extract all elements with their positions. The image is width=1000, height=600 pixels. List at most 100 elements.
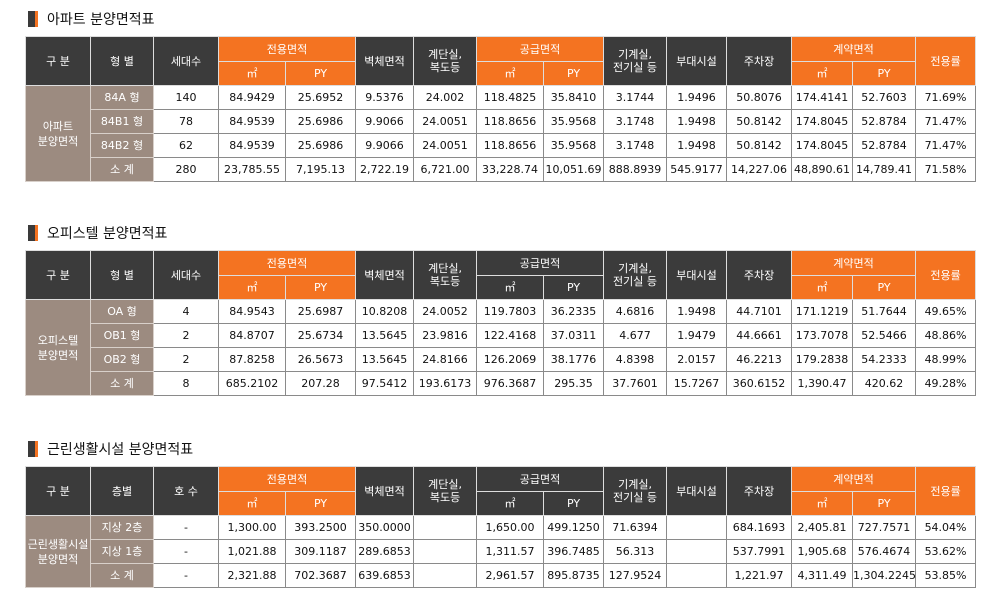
data-row: 근린생활시설 분양면적 지상 2층 -1,300.00 393.2500 350.000… (25, 515, 977, 588)
cell: 6,721.00 (413, 157, 478, 182)
cell: 309.1187 (284, 539, 357, 564)
cell: 33,228.74 (476, 157, 545, 182)
cell: 9.5376 (355, 85, 415, 110)
cell: 13.5645 (355, 347, 415, 372)
cell: 1.9498 (666, 299, 728, 324)
cell: 14,227.06 (726, 157, 793, 182)
data-row: OB2 형 2 87.8258 26.5673 13.5645 24.8166 126.20… (26, 347, 977, 372)
column-header: 전용률 (915, 466, 977, 516)
data-row: 소 계 280 23,785.55 7,195.13 2,722.19 6,721.00 3… (26, 157, 977, 182)
cell: 49.65% (915, 299, 977, 324)
cell (666, 539, 728, 564)
cell: 179.2838 (791, 347, 854, 372)
cell: 4,311.49 (791, 563, 854, 588)
data-row: 아파트 분양면적 84A 형 140 84.9429 25.6952 9.5376 24.0… (25, 85, 977, 182)
cell: 289.6853 (355, 539, 415, 564)
cell: 15.7267 (666, 371, 728, 396)
cell: 78 (153, 109, 219, 134)
header-subrow: ㎡ PY ㎡ PY ㎡ PY (26, 61, 976, 86)
cell: 7,195.13 (284, 157, 357, 182)
cell: 888.8939 (603, 157, 668, 182)
cell: 53.62% (915, 539, 977, 564)
cell: 24.002 (413, 85, 478, 110)
column-subheader: PY (284, 275, 357, 300)
cell: 420.62 (852, 371, 917, 396)
cell: 4.6816 (603, 299, 668, 324)
cell: 84.9539 (218, 109, 286, 134)
cell: 48.86% (915, 323, 977, 348)
cell: 895.8735 (543, 563, 605, 588)
cell: 1.9479 (666, 323, 728, 348)
cell: 4.677 (603, 323, 668, 348)
group-label: 아파트 분양면적 (25, 85, 91, 182)
cell: 118.4825 (476, 85, 545, 110)
column-header: 형 별 (90, 250, 154, 300)
cell: 1,390.47 (791, 371, 854, 396)
cell: 84.9429 (218, 85, 286, 110)
column-subheader: ㎡ (791, 275, 854, 300)
cell: 1,905.68 (791, 539, 854, 564)
row-type: OA 형 (90, 299, 154, 324)
column-subheader: ㎡ (218, 275, 286, 300)
cell: 702.3687 (284, 563, 357, 588)
cell: 54.04% (915, 515, 977, 540)
cell: 171.1219 (791, 299, 854, 324)
cell: 25.6987 (284, 299, 357, 324)
column-header: 주차장 (726, 36, 793, 86)
cell (666, 515, 728, 540)
column-header: 전용률 (915, 36, 977, 86)
cell (413, 515, 478, 540)
cell: 25.6986 (284, 109, 357, 134)
cell: 280 (153, 157, 219, 182)
cell: 396.7485 (543, 539, 605, 564)
column-header: 벽체면적 (355, 36, 415, 86)
cell: 49.28% (915, 371, 977, 396)
row-type: 소 계 (90, 157, 154, 182)
cell: 976.3687 (476, 371, 545, 396)
column-header: 공급면적 (476, 250, 605, 276)
cell: 56.313 (603, 539, 668, 564)
row-type: 지상 2층 (90, 515, 154, 540)
cell: 2,321.88 (218, 563, 286, 588)
column-header: 전용면적 (217, 36, 357, 62)
cell: 23,785.55 (218, 157, 286, 182)
cell: 24.0051 (413, 133, 478, 158)
cell: 84.9539 (218, 133, 286, 158)
column-header: 기계실, 전기실 등 (603, 250, 668, 300)
cell: 37.0311 (543, 323, 605, 348)
group-label: 근린생활시설 분양면적 (25, 515, 91, 588)
cell: 54.2333 (852, 347, 917, 372)
cell: 2,405.81 (791, 515, 854, 540)
row-type: 84B2 형 (90, 133, 154, 158)
cell: 50.8142 (726, 109, 793, 134)
column-header: 벽체면적 (355, 466, 415, 516)
cell: 10.8208 (355, 299, 415, 324)
cell: 48,890.61 (791, 157, 854, 182)
cell: - (153, 515, 219, 540)
cell: 1.9498 (666, 133, 728, 158)
cell: 37.7601 (603, 371, 668, 396)
cell: 140 (153, 85, 219, 110)
cell: 295.35 (543, 371, 605, 396)
column-header: 기계실, 전기실 등 (603, 36, 668, 86)
column-header: 구 분 (25, 250, 91, 300)
column-header: 계약면적 (791, 250, 917, 276)
cell: 26.5673 (284, 347, 357, 372)
column-subheader: PY (543, 275, 605, 300)
cell: 174.4141 (791, 85, 854, 110)
cell: 84.8707 (218, 323, 286, 348)
cell: 24.0052 (413, 299, 478, 324)
cell: 727.7571 (852, 515, 917, 540)
title-text: 근린생활시설 분양면적표 (47, 442, 194, 458)
cell: - (153, 539, 219, 564)
column-subheader: PY (284, 61, 357, 86)
data-row: 소 계 8 685.2102 207.28 97.5412 193.6173 976.368… (26, 371, 977, 396)
column-header: 주차장 (726, 250, 793, 300)
row-type: 소 계 (90, 371, 154, 396)
cell: 35.9568 (543, 109, 605, 134)
row-type: 지상 1층 (90, 539, 154, 564)
row-type: 84B1 형 (90, 109, 154, 134)
column-header: 계단실, 복도등 (413, 250, 478, 300)
